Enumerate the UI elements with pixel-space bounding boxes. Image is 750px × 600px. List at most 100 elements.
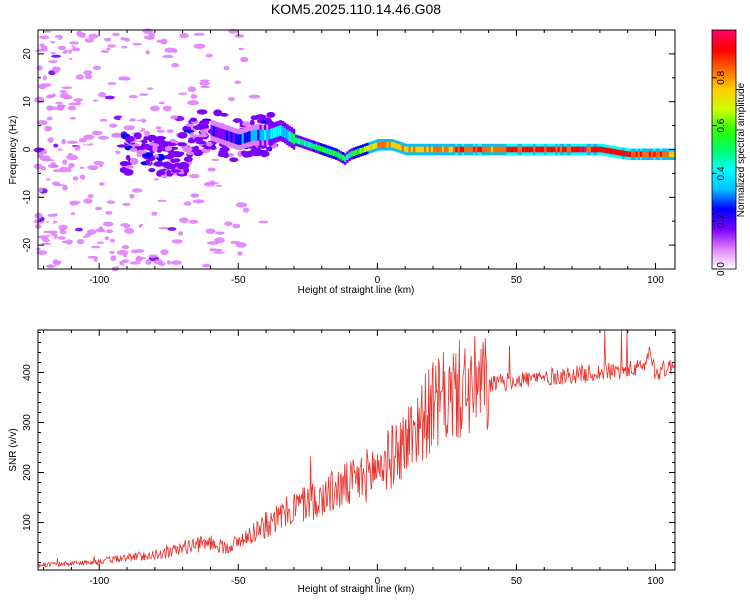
noise-speck xyxy=(141,69,147,75)
noise-speck xyxy=(153,178,159,181)
noise-speck xyxy=(143,130,151,136)
energy-blob xyxy=(193,136,204,143)
energy-blob xyxy=(220,146,230,152)
ridge-core xyxy=(335,151,338,157)
energy-blob xyxy=(129,147,138,152)
ridge-core xyxy=(226,130,229,141)
energy-blob xyxy=(234,118,239,124)
noise-speck xyxy=(134,125,142,132)
noise-speck xyxy=(38,83,47,90)
noise-speck xyxy=(171,62,179,68)
ridge-core xyxy=(417,146,420,153)
noise-speck xyxy=(183,201,192,206)
ridge-core xyxy=(599,146,603,153)
ridge-core xyxy=(381,141,385,148)
energy-blob xyxy=(220,112,229,117)
energy-blob xyxy=(152,145,158,153)
energy-blob xyxy=(186,151,195,156)
noise-speck xyxy=(215,184,223,187)
noise-speck xyxy=(46,230,58,234)
noise-speck xyxy=(46,116,53,121)
noise-speck xyxy=(83,70,93,75)
ridge-core xyxy=(619,150,623,156)
ridge-core xyxy=(426,146,429,153)
noise-speck xyxy=(134,120,143,125)
noise-speck xyxy=(182,221,189,227)
ridge-core xyxy=(579,146,583,153)
noise-speck xyxy=(116,250,129,255)
noise-speck xyxy=(190,193,200,198)
ridge-core xyxy=(368,144,371,151)
ridge-core xyxy=(490,146,494,153)
noise-speck xyxy=(57,207,67,213)
noise-speck xyxy=(67,105,77,111)
noise-speck xyxy=(134,201,146,205)
ridge-core xyxy=(593,146,596,153)
noise-speck xyxy=(57,45,67,51)
ridge-core xyxy=(415,146,418,153)
ridge-core xyxy=(484,146,487,153)
ridge-core xyxy=(421,146,425,153)
noise-speck xyxy=(155,126,162,130)
noise-speck xyxy=(190,94,198,99)
ridge-core xyxy=(350,151,354,157)
colorbar-gradient xyxy=(711,29,737,270)
ridge-core xyxy=(642,151,645,158)
snr-series xyxy=(37,329,676,569)
noise-speck xyxy=(171,48,178,53)
ridge-core xyxy=(308,142,311,148)
energy-blob xyxy=(183,167,189,174)
ridge-core xyxy=(283,127,287,139)
ridge-core xyxy=(557,146,561,153)
noise-speck xyxy=(63,45,73,51)
ridge-core xyxy=(337,152,340,159)
ridge-core xyxy=(286,129,289,140)
ridge-core xyxy=(234,133,238,144)
x-tick-label: 50 xyxy=(511,576,523,587)
ridge-core xyxy=(562,146,565,153)
x-tick-label: 0 xyxy=(375,576,381,587)
energy-blob xyxy=(251,151,262,157)
noise-speck xyxy=(110,238,116,243)
ridge-core xyxy=(292,133,296,145)
ridge-core xyxy=(664,151,667,158)
noise-speck xyxy=(149,43,162,48)
energy-blob xyxy=(182,146,193,153)
energy-blob xyxy=(217,152,226,158)
ridge-core xyxy=(586,146,589,153)
ridge-core xyxy=(404,146,407,152)
noise-speck xyxy=(79,174,86,180)
ridge-core xyxy=(317,145,320,151)
noise-speck xyxy=(76,238,85,245)
noise-speck xyxy=(214,237,225,244)
ridge-core xyxy=(528,146,532,153)
noise-speck xyxy=(135,249,145,253)
noise-speck xyxy=(51,165,58,168)
ridge-core xyxy=(508,146,512,153)
noise-speck xyxy=(74,145,81,151)
noise-speck xyxy=(43,30,52,33)
x-tick-label: -50 xyxy=(231,275,246,286)
energy-blob xyxy=(166,163,176,171)
ridge-core xyxy=(212,125,216,137)
noise-speck xyxy=(232,223,241,229)
y-tick-label: 20 xyxy=(22,48,33,60)
colorbar-tick-label: 0.4 xyxy=(716,166,727,180)
noise-speck xyxy=(109,123,118,128)
noise-speck xyxy=(46,92,54,95)
spectrogram-heatmap xyxy=(33,28,676,272)
noise-speck xyxy=(162,105,172,112)
noise-speck xyxy=(231,163,238,167)
ridge-core xyxy=(657,151,661,158)
ridge-core xyxy=(493,146,496,153)
noise-speck xyxy=(164,71,169,74)
noise-speck xyxy=(215,231,225,235)
ridge-core xyxy=(219,128,222,139)
noise-speck xyxy=(36,120,48,126)
noise-speck xyxy=(70,212,76,216)
noise-speck xyxy=(187,86,197,92)
noise-speck xyxy=(158,226,170,230)
ridge-core xyxy=(419,146,423,153)
ridge-core xyxy=(455,146,458,153)
ridge-core xyxy=(217,127,220,138)
